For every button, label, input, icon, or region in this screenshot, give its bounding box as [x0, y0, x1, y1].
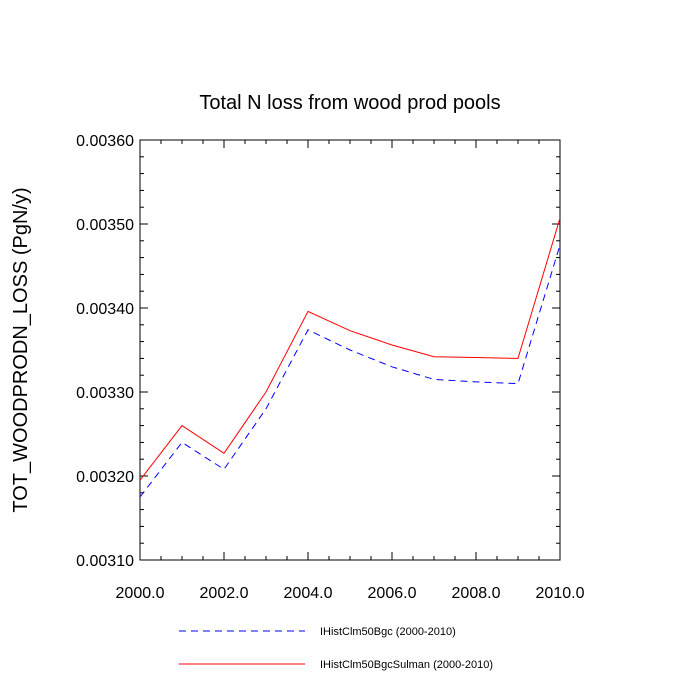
y-tick-label: 0.00320: [76, 469, 134, 486]
legend-label-2: IHistClm50BgcSulman (2000-2010): [320, 659, 493, 671]
legend: IHistClm50Bgc (2000-2010) IHistClm50BgcSu…: [179, 626, 493, 671]
series-layer: [139, 217, 561, 498]
x-tick-label: 2004.0: [284, 585, 333, 602]
series-line-2: [139, 217, 561, 481]
y-tick-label: 0.00340: [76, 301, 134, 318]
x-tick-label: 2010.0: [536, 585, 585, 602]
x-tick-label: 2002.0: [200, 585, 249, 602]
x-tick-label: 2008.0: [452, 585, 501, 602]
chart-title: Total N loss from wood prod pools: [199, 92, 500, 114]
y-tick-label: 0.00350: [76, 217, 134, 234]
x-tick-label: 2006.0: [368, 585, 417, 602]
x-tick-label: 2000.0: [116, 585, 165, 602]
axis-ticks: 2000.0 2002.0 2004.0 2006.0 2008.0 2010.0 0.00…: [76, 133, 584, 602]
legend-label-1: IHistClm50Bgc (2000-2010): [320, 626, 456, 638]
y-tick-label: 0.00330: [76, 385, 134, 402]
y-tick-label: 0.00310: [76, 553, 134, 570]
y-tick-label: 0.00360: [76, 133, 134, 150]
y-axis-label: TOT_WOODPRODN_LOSS (PgN/y): [10, 187, 32, 512]
series-line-1: [139, 244, 561, 498]
